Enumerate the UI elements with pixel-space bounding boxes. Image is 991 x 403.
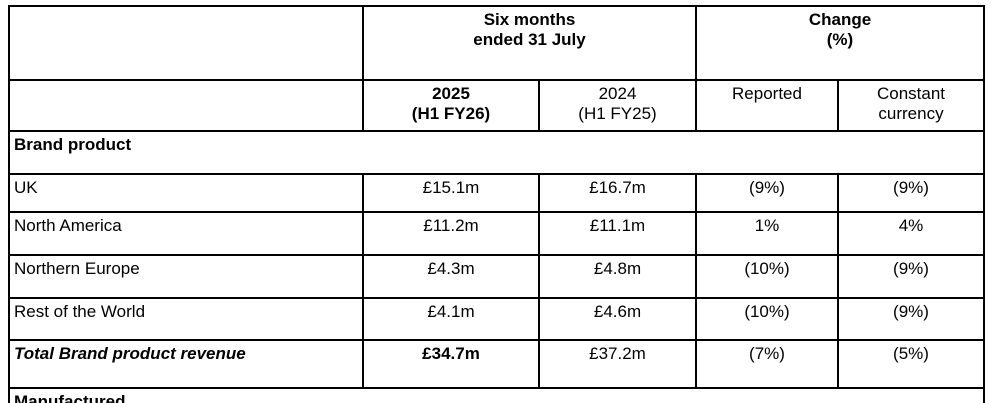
section-label: Brand product	[8, 130, 985, 175]
value-2025: £11.2m	[362, 211, 540, 256]
value-2025: £4.3m	[362, 254, 540, 299]
change-constant: (9%)	[837, 254, 985, 299]
table-row: North America £11.2m £11.1m 1% 4%	[8, 211, 985, 256]
table-row: Northern Europe £4.3m £4.8m (10%) (9%)	[8, 254, 985, 299]
total-change-constant: (5%)	[837, 339, 985, 389]
header-period-group: Six months ended 31 July	[362, 5, 697, 81]
header-col-reported: Reported	[695, 79, 839, 132]
value-2024: £4.6m	[538, 297, 697, 341]
revenue-table: Six months ended 31 July Change (%) 2025…	[8, 5, 985, 403]
header-change-group: Change (%)	[695, 5, 985, 81]
section-row-brand-product: Brand product	[8, 130, 985, 175]
change-constant: (9%)	[837, 173, 985, 213]
total-row-label: Total Brand product revenue	[8, 339, 364, 389]
value-2024: £4.8m	[538, 254, 697, 299]
header-columns-row: 2025 (H1 FY26) 2024 (H1 FY25) Reported C…	[8, 79, 985, 132]
section-row-manufactured: Manufactured	[8, 387, 985, 403]
header-empty-cell	[8, 5, 364, 81]
row-label: North America	[8, 211, 364, 256]
value-2024: £11.1m	[538, 211, 697, 256]
value-2025: £15.1m	[362, 173, 540, 213]
change-reported: (9%)	[695, 173, 839, 213]
total-value-2025: £34.7m	[362, 339, 540, 389]
total-value-2024: £37.2m	[538, 339, 697, 389]
header-col-constant-currency: Constant currency	[837, 79, 985, 132]
row-label: Rest of the World	[8, 297, 364, 341]
row-label: Northern Europe	[8, 254, 364, 299]
header-col-2024: 2024 (H1 FY25)	[538, 79, 697, 132]
next-section-label: Manufactured	[8, 387, 985, 403]
header-empty-cell	[8, 79, 364, 132]
table-row: UK £15.1m £16.7m (9%) (9%)	[8, 173, 985, 213]
total-change-reported: (7%)	[695, 339, 839, 389]
row-label: UK	[8, 173, 364, 213]
change-constant: (9%)	[837, 297, 985, 341]
total-row: Total Brand product revenue £34.7m £37.2…	[8, 339, 985, 389]
value-2025: £4.1m	[362, 297, 540, 341]
header-col-2025: 2025 (H1 FY26)	[362, 79, 540, 132]
change-constant: 4%	[837, 211, 985, 256]
header-group-row: Six months ended 31 July Change (%)	[8, 5, 985, 81]
change-reported: (10%)	[695, 254, 839, 299]
change-reported: (10%)	[695, 297, 839, 341]
table-row: Rest of the World £4.1m £4.6m (10%) (9%)	[8, 297, 985, 341]
change-reported: 1%	[695, 211, 839, 256]
value-2024: £16.7m	[538, 173, 697, 213]
